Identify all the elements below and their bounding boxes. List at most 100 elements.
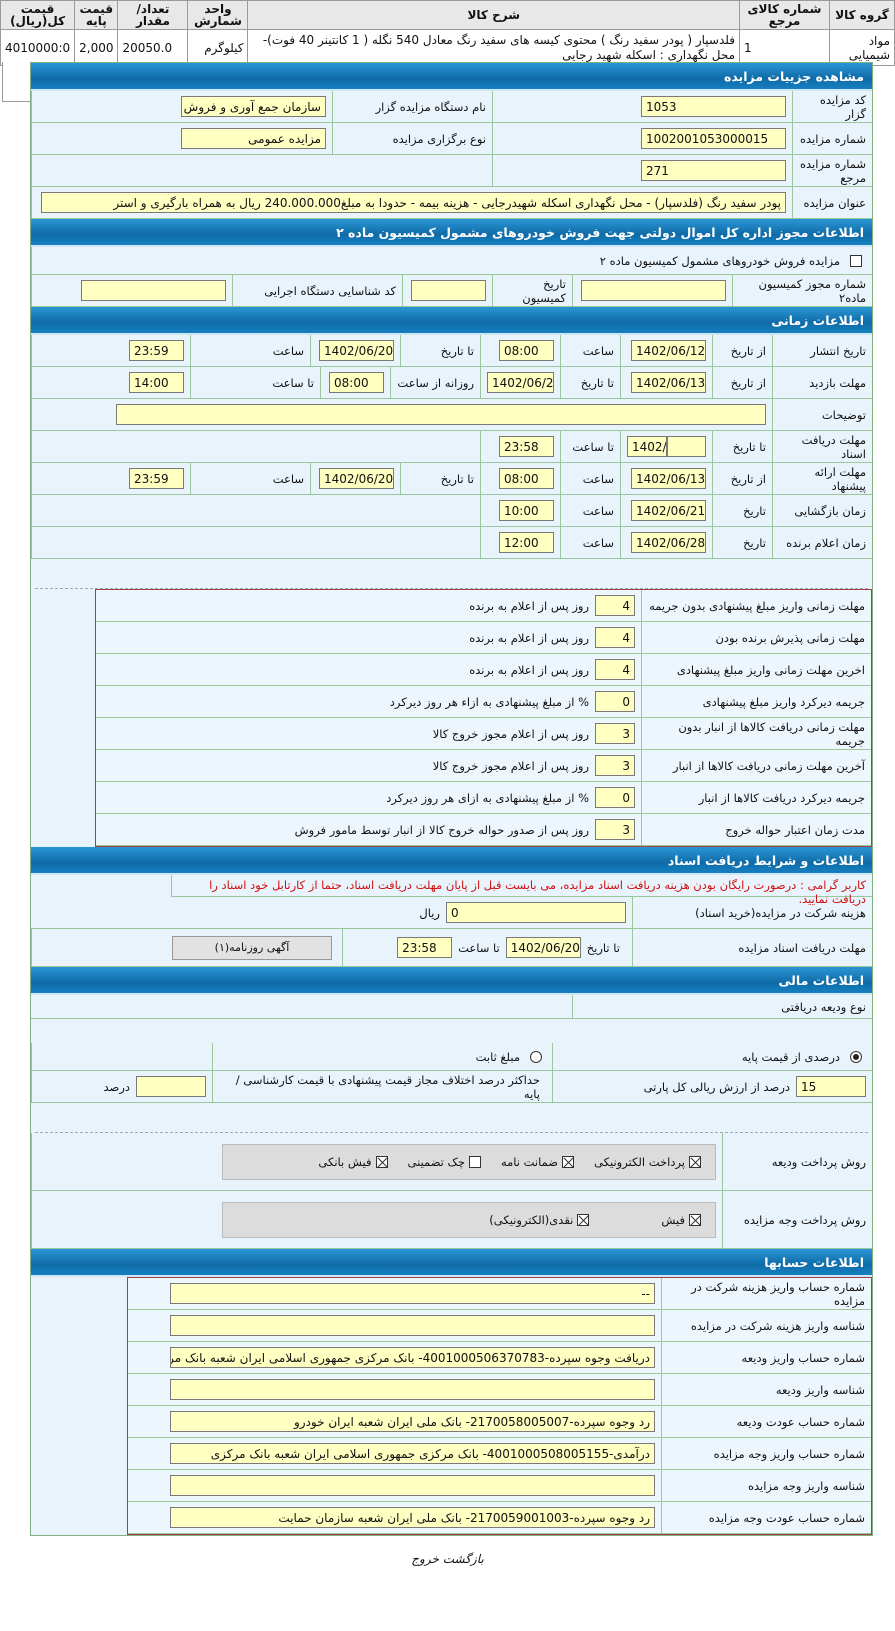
field-label: زمان بازگشایی [772, 495, 872, 526]
input-field[interactable]: 1402/06/20 [319, 340, 394, 361]
input-field[interactable]: رد وجوه سپرده-2170059001003- بانک ملی ای… [170, 1507, 655, 1528]
payment-method[interactable]: نقدی(الکترونیکی) [489, 1213, 593, 1227]
field-label: تاریخ انتشار [772, 335, 872, 366]
field-label: مهلت زمانی واریز مبلغ پیشنهادی بدون جریم… [641, 590, 871, 621]
input-field[interactable]: 23:58 [397, 937, 453, 958]
label: % از مبلغ پیشنهادی به ازاء هر روز دیرکرد [389, 694, 589, 709]
input-field[interactable]: رد وجوه سپرده-2170058005007- بانک ملی ای… [170, 1411, 655, 1432]
checkbox[interactable] [577, 1214, 590, 1226]
input-field[interactable] [116, 404, 766, 425]
input-field[interactable] [170, 1475, 655, 1496]
input-field[interactable]: 08:00 [329, 372, 384, 393]
field-label: نام دستگاه مزایده گزار [332, 91, 492, 122]
field-label: ساعت [560, 335, 620, 366]
input-field[interactable]: 271 [641, 160, 786, 181]
newspaper-ad-button[interactable]: آگهی روزنامه(۱) [172, 935, 332, 960]
input-field[interactable]: 23:58 [499, 436, 554, 457]
checkbox[interactable] [562, 1156, 575, 1168]
input-field[interactable]: 4 [595, 595, 635, 616]
input-field[interactable]: 3 [595, 819, 635, 840]
checkbox[interactable] [689, 1214, 701, 1226]
input-field[interactable]: 1002001053000015 [641, 128, 786, 149]
percent-radio[interactable] [850, 1050, 862, 1063]
input-field[interactable]: 0 [595, 787, 635, 808]
label: روز پس از اعلام مجوز خروج کالا [432, 726, 589, 741]
input-field[interactable]: 0 [446, 902, 626, 923]
field-label: جریمه دیرکرد دریافت کالاها از انبار [641, 782, 871, 813]
field-label: مهلت بازدید [772, 367, 872, 398]
label: حداکثر درصد اختلاف مجاز قیمت پیشنهادی با… [235, 1072, 540, 1101]
input-field[interactable]: 1402/06/21 [631, 500, 706, 521]
penalties-box: مهلت زمانی واریز مبلغ پیشنهادی بدون جریم… [95, 589, 872, 847]
input-field[interactable]: 3 [595, 723, 635, 744]
input-field[interactable] [170, 1379, 655, 1400]
payment-method[interactable]: فیش بانکی [318, 1155, 391, 1169]
input-field[interactable]: مزایده عمومی [181, 128, 326, 149]
payment-method[interactable]: ضمانت نامه [501, 1155, 578, 1169]
input-field[interactable]: -- [170, 1283, 655, 1304]
payment-method[interactable]: فیش [661, 1213, 705, 1227]
input-field[interactable]: 1402/06/20 [627, 436, 667, 457]
input-field[interactable]: 1402/06/28 [631, 532, 706, 553]
input-field[interactable]: 1402/06/13 [631, 372, 706, 393]
cell-total: 4010000:0 [0, 29, 76, 66]
commission-checkbox[interactable] [850, 254, 862, 267]
method-label: فیش [661, 1212, 685, 1227]
field-label: ساعت [190, 335, 310, 366]
input-field[interactable]: 10:00 [499, 500, 554, 521]
input-field[interactable]: پودر سفید رنگ (فلدسپار) - محل نگهداری اس… [41, 192, 786, 213]
input-field[interactable]: 08:00 [499, 340, 554, 361]
method-label: پرداخت الکترونیکی [594, 1154, 685, 1169]
input-field[interactable]: 4 [595, 627, 635, 648]
input-field[interactable] [136, 1076, 206, 1097]
cell-unit: کیلوگرم [187, 29, 249, 66]
separator [35, 559, 868, 589]
input-field[interactable]: 1402/06/20 [505, 937, 581, 958]
exit-link[interactable]: خروج [411, 1552, 439, 1566]
field-label: هزینه شرکت در مزایده(خرید اسناد) [632, 897, 872, 928]
payment-method[interactable]: چک تضمینی [408, 1155, 485, 1169]
input-field[interactable] [581, 280, 726, 301]
section-header: اطلاعات مجوز اداره کل اموال دولتی جهت فر… [31, 219, 872, 247]
field-label: روش پرداخت وجه مزایده [722, 1191, 872, 1248]
input-field[interactable] [170, 1315, 655, 1336]
input-field[interactable]: 08:00 [499, 468, 554, 489]
checkbox[interactable] [689, 1156, 701, 1168]
method-label: ضمانت نامه [500, 1154, 559, 1169]
fixed-radio[interactable] [530, 1050, 542, 1063]
input-field[interactable]: 12:00 [499, 532, 554, 553]
field-label: مهلت زمانی دریافت کالاها از انبار بدون ج… [641, 718, 871, 749]
input-field[interactable]: 15 [796, 1076, 866, 1097]
input-field[interactable]: 1053 [641, 96, 786, 117]
input-field[interactable]: 3 [595, 755, 635, 776]
input-field[interactable]: 1402/06/20 [319, 468, 394, 489]
field-label: نوع ودیعه دریافتی [572, 995, 872, 1018]
section-header: مشاهده جزییات مزایده [31, 63, 872, 91]
field-label: تا تاریخ [560, 367, 620, 398]
input-field[interactable]: 23:59 [129, 340, 184, 361]
input-field[interactable]: 1402/06/20 [487, 372, 554, 393]
input-field[interactable]: 23:59 [129, 468, 184, 489]
auction-details-panel: مشاهده جزییات مزایده کد مزایده گزار 1053 نا… [30, 62, 873, 1536]
input-field[interactable]: 4 [595, 659, 635, 680]
field-label: شناسه واریز هزینه شرکت در مزایده [661, 1310, 871, 1341]
input-field[interactable]: 1402/06/12 [631, 340, 706, 361]
input-field[interactable]: 1402/06/13 [631, 468, 706, 489]
input-field[interactable] [411, 280, 486, 301]
input-field[interactable] [81, 280, 226, 301]
input-field[interactable]: سازمان جمع آوری و فروش اموال [181, 96, 326, 117]
checkbox[interactable] [375, 1156, 388, 1168]
input-field[interactable]: 0 [595, 691, 635, 712]
field-label: مدت زمان اعتبار حواله خروج [641, 814, 871, 845]
back-link[interactable]: بازگشت [442, 1552, 484, 1566]
field-label: مهلت زمانی پذیرش برنده بودن [641, 622, 871, 653]
input-field[interactable]: 14:00 [129, 372, 184, 393]
checkbox[interactable] [468, 1156, 481, 1168]
input-field[interactable]: دریافت وجوه سپرده-4001000506370783- بانک… [170, 1347, 655, 1368]
field-label: مهلت ارائه پیشنهاد [772, 463, 872, 494]
input-field[interactable]: درآمدی-4001000508005155- بانک مرکزی جمهو… [170, 1443, 655, 1464]
payment-method[interactable]: پرداخت الکترونیکی [594, 1155, 705, 1169]
input-field[interactable] [666, 436, 706, 457]
field-label: از تاریخ [712, 367, 772, 398]
field-label: از تاریخ [712, 463, 772, 494]
